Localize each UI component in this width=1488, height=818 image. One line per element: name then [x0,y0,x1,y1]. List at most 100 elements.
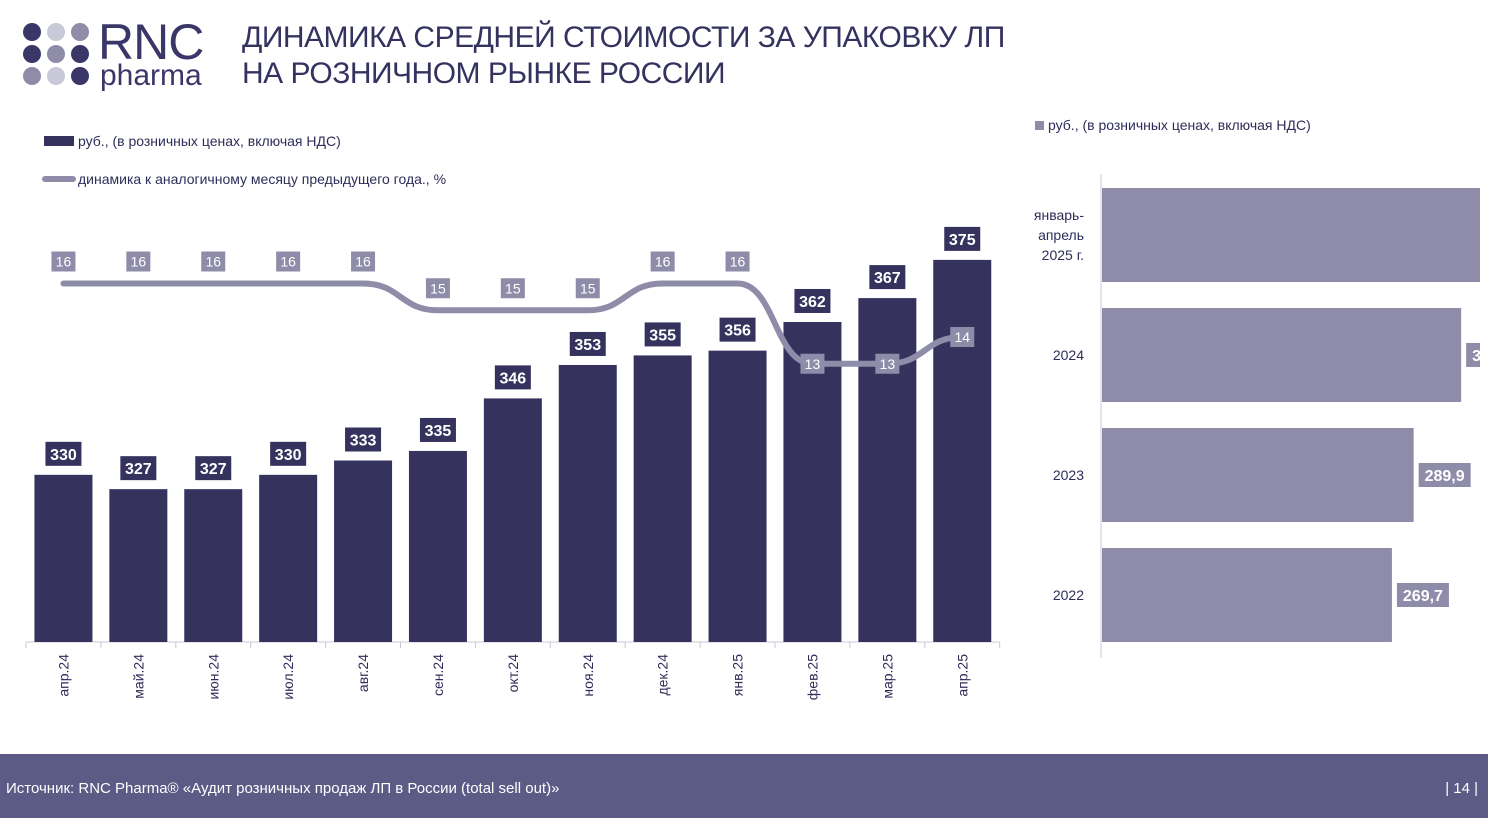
bar-value-label: 289,9 [1425,468,1465,485]
footer-page-number: | 14 | [1445,780,1478,797]
bar-label-box [195,456,232,481]
horizontal-bar [1102,308,1462,402]
bar [334,460,393,642]
legend-item-line: динамика к аналогичному месяцу предыдуще… [42,171,446,187]
growth-value-label: 15 [580,280,596,296]
bar-label-box [944,226,981,251]
page-title-line2: НА РОЗНИЧНОМ РЫНКЕ РОССИИ [242,57,726,90]
bar-label-box [270,441,307,466]
growth-label-box [51,251,76,272]
bar-value-label: 269,7 [1403,588,1443,605]
legend-bar-label: руб., (в розничных ценах, включая НДС) [78,133,341,149]
growth-label-box [875,353,900,374]
bar-value-box [1418,463,1471,487]
category-label: январь- [1034,207,1084,223]
bar-value-label: 330 [50,447,77,464]
bar [783,321,842,642]
growth-value-label: 15 [505,280,521,296]
bar-value-label: 375 [949,232,976,249]
legend-bar-swatch [44,136,74,146]
horizontal-bar [1102,428,1414,522]
legend-side-swatch [1035,120,1044,130]
growth-value-label: 16 [56,254,72,270]
growth-value-label: 16 [205,254,221,270]
bar-value-box [1466,343,1480,367]
growth-label-box [201,251,226,272]
category-label: 2022 [1053,587,1084,603]
growth-value-label: 13 [880,356,896,372]
x-tick-label: апр.24 [55,654,71,697]
x-tick-label: янв.25 [730,654,746,696]
category-label: апрель [1038,227,1084,243]
bar-value-label: 346 [499,370,526,387]
category-label: 2023 [1053,467,1084,483]
footer-source: Источник: RNC Pharma® «Аудит розничных п… [6,780,560,797]
growth-value-label: 16 [655,254,671,270]
category-label: 2024 [1053,347,1084,363]
growth-value-label: 14 [954,329,970,345]
bar [34,474,93,642]
x-tick-label: мар.25 [879,654,895,699]
bar [708,350,767,642]
bar [109,489,168,642]
growth-label-box [575,278,600,299]
bar [184,489,243,642]
growth-value-label: 15 [430,280,446,296]
x-tick-label: июн.24 [205,654,221,700]
bar-label-box [644,322,681,347]
bar-value-label: 327 [125,461,152,478]
bar [483,398,542,642]
growth-label-box [425,278,450,299]
growth-label-box [276,251,301,272]
logo-pharma-text: pharma [100,59,202,92]
bar-value-label: 335 [425,423,452,440]
bar [558,364,617,642]
growth-value-label: 16 [280,254,296,270]
legend-line-swatch [42,176,76,182]
bar [858,298,917,642]
category-label: 2025 г. [1042,247,1084,263]
bar-value-label: 356 [724,323,751,340]
growth-label-box [351,251,376,272]
x-tick-label: май.24 [130,654,146,699]
growth-value-label: 13 [805,356,821,372]
legend-line-label: динамика к аналогичному месяцу предыдуще… [78,171,447,187]
logo-rnc-text: RNC [98,14,204,70]
bar-label-box [869,265,906,290]
bar-value-box [1396,583,1449,607]
x-tick-label: апр.25 [954,654,970,697]
growth-label-box [500,278,525,299]
growth-value-label: 16 [730,254,746,270]
bar-label-box [569,331,606,356]
bar-value-label: 334,1 [1472,348,1480,365]
bar-value-label: 327 [200,461,227,478]
legend-item-bar: руб., (в розничных ценах, включая НДС) [44,133,341,149]
horizontal-bar [1102,188,1480,282]
growth-value-label: 16 [131,254,147,270]
growth-label-box [725,251,750,272]
bar-value-label: 367 [874,270,901,287]
bar [259,474,318,642]
monthly-chart: 330 апр.24 327 май.24 327 июн.24 330 июл.24 333 а… [25,226,1001,700]
growth-label-box [800,353,825,374]
x-tick-label: окт.24 [505,654,521,693]
x-tick-label: сен.24 [430,654,446,696]
bar-value-label: 330 [275,447,302,464]
bar-value-label: 353 [574,337,601,354]
bar-label-box [45,441,82,466]
bar [933,259,992,642]
rnc-pharma-logo: RNC pharma [22,14,222,92]
legend-item-side: руб., (в розничных ценах, включая НДС) [1035,117,1311,133]
x-tick-label: фев.25 [804,654,820,700]
bar-label-box [494,365,531,390]
growth-label-box [950,327,975,347]
growth-label-box [126,251,151,272]
x-tick-label: июл.24 [280,654,296,700]
bar-label-box [719,317,756,342]
bar [408,450,467,642]
bar-value-label: 355 [649,327,676,344]
bar-label-box [794,288,831,313]
footer: Источник: RNC Pharma® «Аудит розничных п… [0,754,1488,818]
bar-label-box [419,417,456,442]
